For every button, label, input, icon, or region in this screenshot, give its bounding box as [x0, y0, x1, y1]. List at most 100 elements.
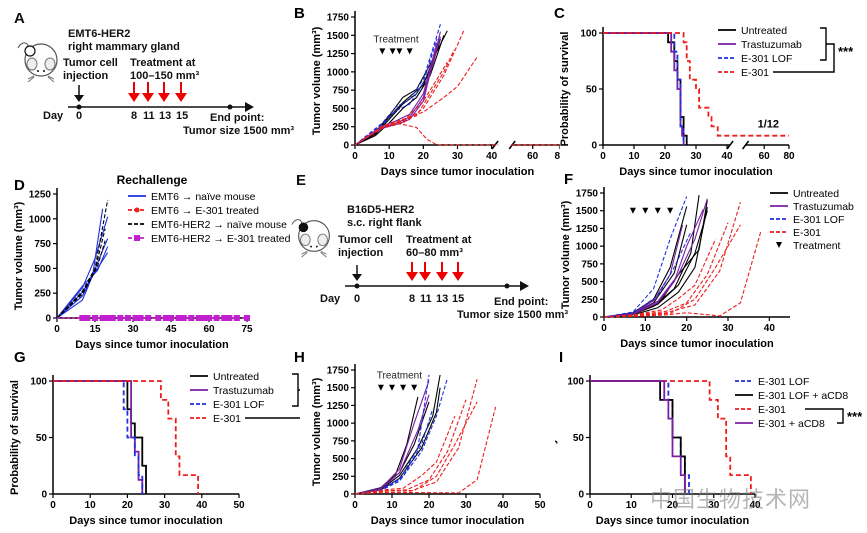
- day-tick: 8: [131, 110, 138, 122]
- endpoint-dot: [227, 104, 233, 110]
- treatment-marker-icon: [654, 207, 661, 214]
- x-tick-label: 40: [497, 500, 509, 511]
- growth-curve: [354, 396, 419, 495]
- endpoint-label-2: Tumor size 1500 mm³: [457, 309, 569, 321]
- tumor-site: s.c. right flank: [347, 217, 422, 229]
- treatment-arrow-icon: [158, 82, 170, 102]
- significance-bracket: [805, 408, 844, 424]
- y-tick-label: 1250: [327, 49, 350, 60]
- x-tick-label: 30: [708, 500, 720, 511]
- y-axis-label: Tumor volume (mm³): [13, 201, 25, 310]
- y-tick-label: 750: [581, 259, 598, 270]
- endpoint-label-2: Tumor size 1500 mm³: [183, 125, 295, 137]
- x-axis-label: Days since tumor inoculation: [381, 166, 535, 178]
- x-tick-label: 60: [759, 151, 771, 162]
- panel-a-schematic: A EMT6-HER2 right mammary gland Tumor ce…: [0, 0, 294, 170]
- x-tick-label: 30: [159, 500, 171, 511]
- day-tick: 13: [159, 110, 172, 122]
- data-point-square: [84, 315, 91, 321]
- x-tick-label: 0: [50, 500, 56, 511]
- data-point-square: [79, 315, 86, 321]
- x-tick-label: 0: [601, 323, 607, 334]
- significance-stars: ***: [847, 409, 863, 424]
- treatment-arrow-icon: [128, 82, 140, 102]
- growth-curve: [56, 208, 104, 319]
- treatment-annotation: Treatment: [377, 371, 422, 382]
- treatment-marker-icon: [379, 48, 386, 55]
- legend-label: E-301: [758, 404, 786, 416]
- timeline-arrowhead: [245, 102, 254, 112]
- growth-curve: [603, 231, 692, 318]
- growth-curve: [354, 406, 497, 495]
- day-tick: 0: [354, 293, 361, 305]
- y-tick-label: 50: [573, 433, 585, 444]
- survival-curve: [603, 32, 789, 137]
- panel-label: B: [294, 5, 305, 22]
- legend-label: Untreated: [213, 371, 259, 383]
- growth-curve: [354, 394, 430, 495]
- y-tick-label: 1000: [576, 242, 599, 253]
- y-tick-label: 1500: [327, 31, 350, 42]
- y-tick-label: 0: [578, 490, 584, 501]
- data-point-square: [180, 315, 187, 321]
- x-tick-label: 40: [721, 151, 733, 162]
- day-tick: 11: [143, 110, 155, 122]
- mouse-icon: [291, 219, 330, 258]
- injection-label-2: injection: [338, 247, 384, 259]
- treatment-marker-icon: [667, 207, 674, 214]
- treatment-label-1: Treatment at: [406, 234, 472, 246]
- growth-curve: [56, 216, 109, 319]
- y-tick-label: 1250: [576, 224, 599, 235]
- data-point-square: [168, 315, 174, 321]
- treatment-arrow-icon: [142, 82, 154, 102]
- y-axis-label: Probability of survival: [559, 32, 571, 147]
- x-tick-label: 20: [423, 500, 435, 511]
- legend-label: EMT6 → naïve mouse: [151, 191, 256, 203]
- x-tick-label: 10: [628, 151, 640, 162]
- y-tick-label: 500: [581, 277, 598, 288]
- legend-label: E-301 LOF: [793, 214, 844, 226]
- legend-label: Trastuzumab: [793, 201, 854, 213]
- growth-curve: [603, 206, 688, 318]
- legend-label: E-301: [213, 413, 241, 425]
- legend-label: EMT6 → E-301 treated: [151, 205, 259, 217]
- x-tick-label: 20: [667, 500, 679, 511]
- survival-curve: [53, 380, 144, 494]
- y-tick-label: 0: [45, 314, 51, 325]
- treatment-marker-icon: [389, 384, 395, 391]
- tumor-model-name: B16D5-HER2: [347, 204, 415, 216]
- x-tick-label: 50: [233, 500, 245, 511]
- legend-label: EMT6-HER2 → E-301 treated: [151, 233, 291, 245]
- y-tick-label: 1000: [327, 67, 350, 78]
- survival-curve: [590, 380, 686, 494]
- survival-curve: [590, 380, 752, 494]
- data-point-square: [124, 315, 131, 321]
- y-tick-label: 750: [332, 436, 349, 447]
- timeline: [68, 82, 254, 112]
- legend-label: Untreated: [741, 25, 787, 37]
- y-tick-label: 1500: [327, 383, 350, 394]
- x-tick-label: 30: [127, 324, 139, 335]
- growth-curve: [354, 122, 499, 146]
- legend-label: EMT6-HER2 → naïve mouse: [151, 219, 287, 231]
- treatment-marker-icon: [411, 384, 418, 391]
- growth-curve: [354, 49, 438, 146]
- day-tick: 0: [76, 110, 83, 122]
- growth-curve: [354, 24, 441, 146]
- x-tick-label: 20: [122, 500, 134, 511]
- survival-curve: [590, 380, 686, 494]
- panel-label: G: [14, 349, 26, 366]
- y-tick-label: 0: [343, 141, 349, 152]
- data-point-square: [137, 315, 144, 321]
- x-tick-label: 40: [764, 323, 776, 334]
- day-label: Day: [320, 293, 341, 305]
- day-tick: 15: [452, 293, 465, 305]
- x-tick-label: 60: [527, 151, 539, 162]
- panel-label: D: [14, 177, 25, 194]
- legend-label: E-301: [741, 67, 769, 79]
- y-tick-label: 0: [343, 490, 349, 501]
- x-tick-label: 10: [384, 151, 396, 162]
- endpoint-dot: [504, 283, 510, 289]
- panel-f-tumor-growth-chart: F 0 10 20 30 40 0 250 500 750 1000 1250 1500 1750 Days…: [560, 171, 854, 350]
- data-point-square: [175, 315, 182, 321]
